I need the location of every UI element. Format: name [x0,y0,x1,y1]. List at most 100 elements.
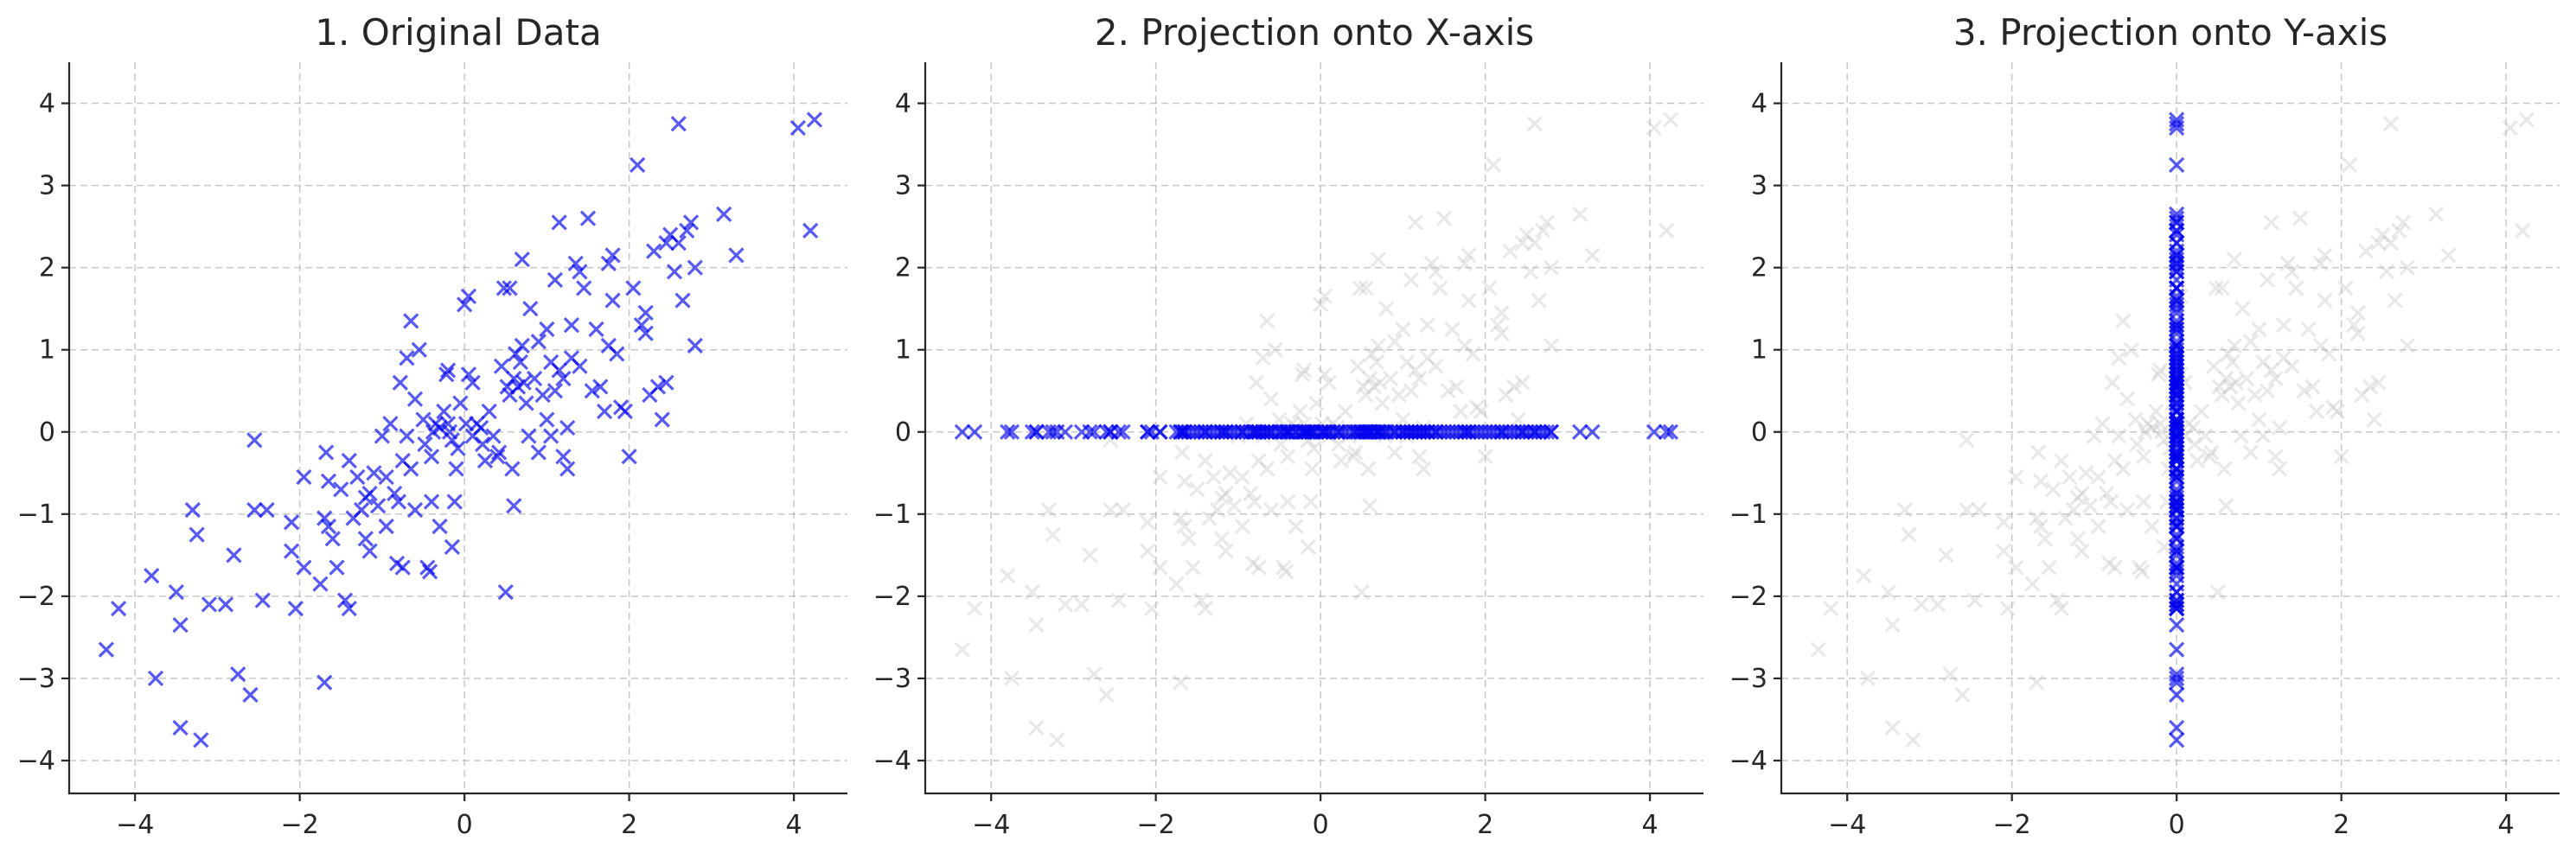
faded-data-point [1218,543,1234,559]
projected-point [2169,325,2185,341]
faded-data-point [2189,452,2206,469]
faded-data-point [1201,510,1218,526]
faded-data-point [1267,341,1283,358]
faded-data-point [1197,600,1213,617]
projected-point [2169,674,2185,691]
faded-data-point [1859,670,1876,687]
chart-panel-3: −4 −2 0 2 4 −4 −3 −2 −1 0 1 2 3 4 3. Projection onto Y… [1729,11,2560,840]
projected-point [1584,424,1601,440]
faded-data-point [1493,304,1510,322]
faded-data-point [2428,206,2445,222]
faded-data-point [1473,403,1489,420]
data-point [111,600,127,617]
faded-data-point [2387,292,2403,309]
faded-data-point [2263,214,2279,231]
faded-data-point [2345,317,2362,334]
projected-point [1514,424,1531,440]
faded-data-point [2065,501,2082,519]
projected-point [2169,564,2185,580]
data-point [361,543,378,559]
faded-data-point [2106,452,2123,469]
faded-data-point [2296,383,2312,399]
faded-data-point [1049,732,1065,748]
faded-data-point [1024,583,1040,601]
data-point [406,391,424,407]
faded-data-point [2008,559,2024,576]
data-point [543,428,559,444]
data-point [422,564,438,580]
faded-data-point [1938,547,1954,564]
data-point [329,559,345,576]
faded-data-point [2104,374,2120,391]
faded-data-point [1308,395,1325,411]
projected-point [2169,449,2185,465]
faded-data-point [1316,366,1333,383]
faded-data-point [1306,440,1322,456]
faded-data-point [1115,501,1131,519]
projected-point [2169,379,2185,395]
projected-point [2169,670,2185,687]
data-point [547,271,564,289]
data-point [679,222,695,239]
faded-data-point [1300,538,1316,555]
projected-point [2169,617,2185,634]
y-tick-label: −2 [1729,582,1767,612]
faded-data-point [2115,313,2132,329]
faded-data-point [1152,468,1168,486]
faded-data-point [1407,214,1423,231]
data-point [674,292,691,309]
y-tick-label: 2 [39,253,55,283]
faded-data-point [2226,337,2242,354]
faded-data-point [1662,111,1679,128]
faded-data-point [2214,280,2230,296]
projected-point [1140,424,1156,440]
faded-data-point [2082,498,2099,514]
faded-data-point [2263,362,2279,379]
faded-data-point [2370,234,2387,252]
data-point [448,461,464,477]
data-point [296,559,312,576]
faded-data-point [1493,325,1510,341]
faded-data-point [1259,313,1275,329]
projected-point [2169,111,2185,128]
faded-data-point [1098,686,1115,704]
data-point [193,732,209,748]
faded-data-point [1243,485,1259,502]
data-point [446,494,463,510]
axis-spines [67,62,847,795]
faded-data-point [1399,353,1416,371]
data-point [403,461,419,477]
projected-point [2169,538,2185,555]
data-point [646,243,662,259]
faded-data-point [1271,411,1288,428]
faded-data-point [2284,264,2300,280]
faded-data-point [1213,489,1230,506]
faded-data-point [1362,498,1378,514]
x-tick-label: 0 [1313,810,1329,840]
faded-data-point [2230,395,2247,411]
projected-point [1213,424,1230,440]
data-point [526,370,543,387]
data-point [444,432,460,449]
data-point [687,259,703,276]
data-point [172,617,189,634]
data-point [802,222,819,239]
faded-data-point [2440,247,2457,264]
faded-data-point [1514,234,1531,252]
data-point [349,468,366,486]
faded-data-point [1143,600,1160,617]
data-point [366,465,382,481]
faded-data-point [2502,119,2518,137]
faded-data-point [2342,156,2358,173]
projected-point [2169,461,2185,477]
data-point [658,374,674,391]
data-point [670,234,687,252]
faded-data-point [1000,567,1016,584]
data-point [411,341,427,358]
data-point [353,501,370,519]
faded-data-point [2197,428,2214,444]
faded-data-point [2132,559,2148,576]
data-point [518,395,534,411]
faded-data-point [1028,617,1045,634]
faded-data-point [2135,449,2152,465]
